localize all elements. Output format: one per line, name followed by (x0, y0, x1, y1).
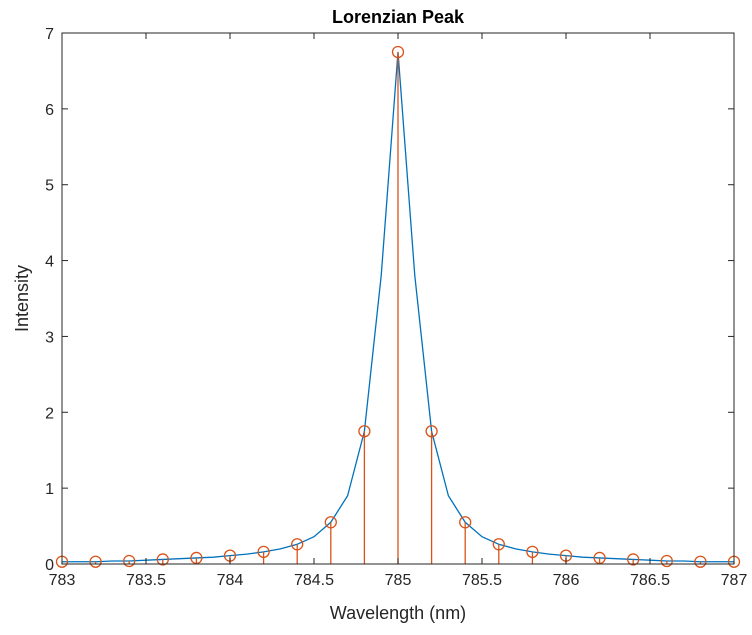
x-axis-title: Wavelength (nm) (330, 603, 466, 623)
axes-layer: 783 783.5 784 784.5 785 785.5 786 786.5 787 0 1 2 3 4… (45, 26, 747, 589)
y-axis-title: Intensity (12, 265, 32, 332)
stem-marker (190, 551, 203, 565)
x-tick-label: 785 (385, 572, 412, 589)
stem-marker (593, 551, 606, 565)
series-line (62, 51, 734, 563)
stem-marker (694, 555, 707, 568)
y-tick-label: 5 (45, 178, 54, 195)
x-tick-label: 784 (217, 572, 244, 589)
x-tick-label: 783.5 (126, 572, 166, 589)
stem-marker (89, 555, 102, 568)
stem-marker (391, 45, 405, 59)
y-tick-label: 2 (45, 405, 54, 422)
x-tick-label: 787 (721, 572, 748, 589)
stem-marker (324, 516, 337, 529)
stem-marker (257, 545, 270, 559)
stem-marker (291, 538, 304, 551)
x-tick-label: 784.5 (294, 572, 334, 589)
x-tick-label: 783 (49, 572, 76, 589)
x-tick-label: 785.5 (462, 572, 502, 589)
stem-marker (156, 553, 169, 566)
stem-marker (123, 554, 136, 568)
y-tick-label: 7 (45, 26, 54, 43)
data-layer (55, 45, 741, 568)
y-tick-label: 6 (45, 102, 54, 119)
x-tick-label: 786.5 (630, 572, 670, 589)
stem-marker (526, 545, 539, 559)
y-tick-label: 3 (45, 329, 54, 346)
y-tick-label: 0 (45, 557, 54, 574)
stem-marker (492, 538, 505, 551)
stem-marker (459, 516, 472, 529)
y-tick-label: 4 (45, 254, 54, 271)
y-tick-label: 1 (45, 481, 54, 498)
stem-marker (425, 425, 438, 438)
stem-marker (627, 553, 640, 566)
x-tick-label: 786 (553, 572, 580, 589)
chart-title: Lorenzian Peak (332, 7, 465, 27)
stem-marker (358, 425, 371, 438)
stem-marker (660, 554, 673, 568)
